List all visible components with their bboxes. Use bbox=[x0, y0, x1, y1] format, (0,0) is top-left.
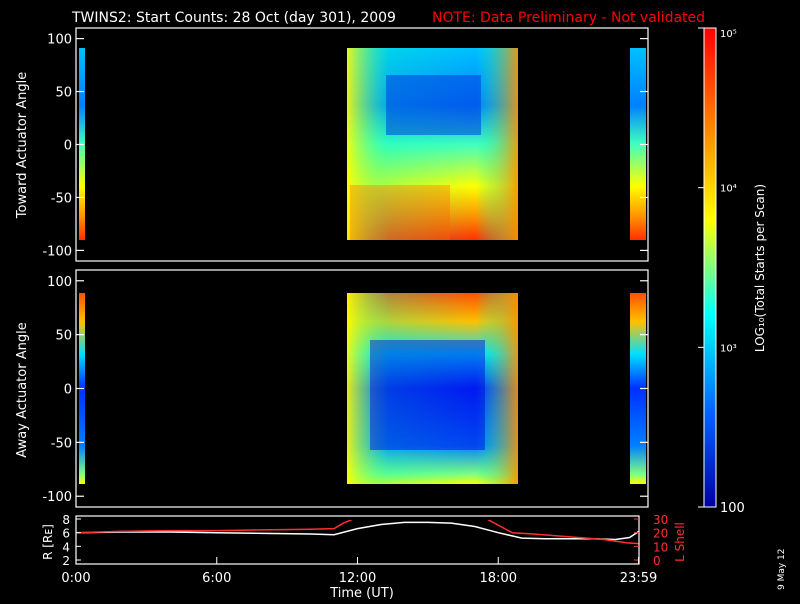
colorbar-gradient bbox=[703, 27, 717, 508]
colorbar-tick-label: 10⁵ bbox=[720, 29, 737, 40]
away-ytick-label: -50 bbox=[51, 436, 72, 451]
colorbar-label: LOG₁₀(Total Starts per Scan) bbox=[753, 184, 767, 352]
toward-ytick-label: 0 bbox=[64, 139, 72, 154]
l-shell-tick-label: 10 bbox=[653, 540, 668, 554]
time-axis-ticks: 0:00 6:00 12:00 18:00 23:59 bbox=[61, 557, 657, 586]
away-ytick-label: -100 bbox=[42, 490, 72, 505]
colorbar: 10⁵ 10⁴ 10³ 100 LOG₁₀(Total Starts per Scan… bbox=[698, 27, 767, 516]
away-ytick-label: 0 bbox=[64, 383, 72, 398]
r-tick-label: 2 bbox=[62, 554, 70, 568]
colorbar-tick-label: 10⁴ bbox=[720, 184, 737, 195]
r-axis-label: R [Rᴇ] bbox=[41, 524, 55, 560]
r-tick-label: 6 bbox=[62, 527, 70, 541]
time-tick-label: 23:59 bbox=[620, 571, 657, 586]
away-minimum-region bbox=[370, 340, 485, 450]
time-tick-label: 0:00 bbox=[61, 571, 90, 586]
away-panel: 100 50 0 -50 -100 Away Actuator Angle bbox=[15, 269, 649, 508]
toward-ytick-label: 50 bbox=[55, 86, 72, 101]
l-shell-line bbox=[487, 520, 639, 545]
toward-ytick-label: -50 bbox=[51, 191, 72, 206]
toward-y-axis-label: Toward Actuator Angle bbox=[15, 72, 30, 219]
l-shell-line bbox=[76, 520, 353, 534]
away-y-axis-label: Away Actuator Angle bbox=[15, 322, 30, 457]
colorbar-tick-label: 10³ bbox=[720, 343, 737, 354]
toward-ytick-label: -100 bbox=[42, 244, 72, 259]
l-shell-tick-label: 30 bbox=[653, 513, 668, 527]
r-tick-label: 8 bbox=[62, 513, 70, 527]
chart-title: TWINS2: Start Counts: 28 Oct (day 301), … bbox=[71, 10, 396, 26]
l-shell-axis-label: L Shell bbox=[673, 522, 687, 562]
r-distance-line bbox=[76, 521, 639, 541]
time-axis-label: Time (UT) bbox=[329, 586, 394, 600]
ephemeris-plot-area bbox=[76, 516, 639, 564]
away-ytick-label: 50 bbox=[55, 329, 72, 344]
toward-noisy-region bbox=[350, 185, 450, 240]
away-y-ticks: 100 50 0 -50 -100 bbox=[42, 275, 648, 505]
time-tick-label: 12:00 bbox=[339, 571, 376, 586]
toward-y-ticks: 100 50 0 -50 -100 bbox=[42, 33, 648, 259]
ephemeris-lines bbox=[76, 520, 639, 545]
toward-ytick-label: 100 bbox=[47, 33, 72, 48]
toward-panel: 100 50 0 -50 -100 Toward Actuator Angle bbox=[15, 27, 649, 262]
toward-heatmap-end bbox=[630, 48, 646, 240]
l-shell-tick-label: 0 bbox=[653, 554, 661, 568]
colorbar-ticks: 10⁵ 10⁴ 10³ 100 bbox=[698, 27, 745, 516]
plot-date-note: 9 May 12 bbox=[777, 548, 787, 590]
away-ytick-label: 100 bbox=[47, 275, 72, 290]
colorbar-tick-label: 100 bbox=[720, 501, 745, 516]
l-shell-tick-label: 20 bbox=[653, 527, 668, 541]
time-tick-label: 18:00 bbox=[480, 571, 517, 586]
away-heatmap-edges bbox=[347, 293, 518, 484]
r-tick-label: 4 bbox=[62, 540, 70, 554]
toward-minimum-region bbox=[386, 75, 481, 135]
preliminary-note: NOTE: Data Preliminary - Not validated bbox=[432, 10, 705, 26]
away-heatmap-end bbox=[630, 293, 646, 484]
time-tick-label: 6:00 bbox=[202, 571, 231, 586]
